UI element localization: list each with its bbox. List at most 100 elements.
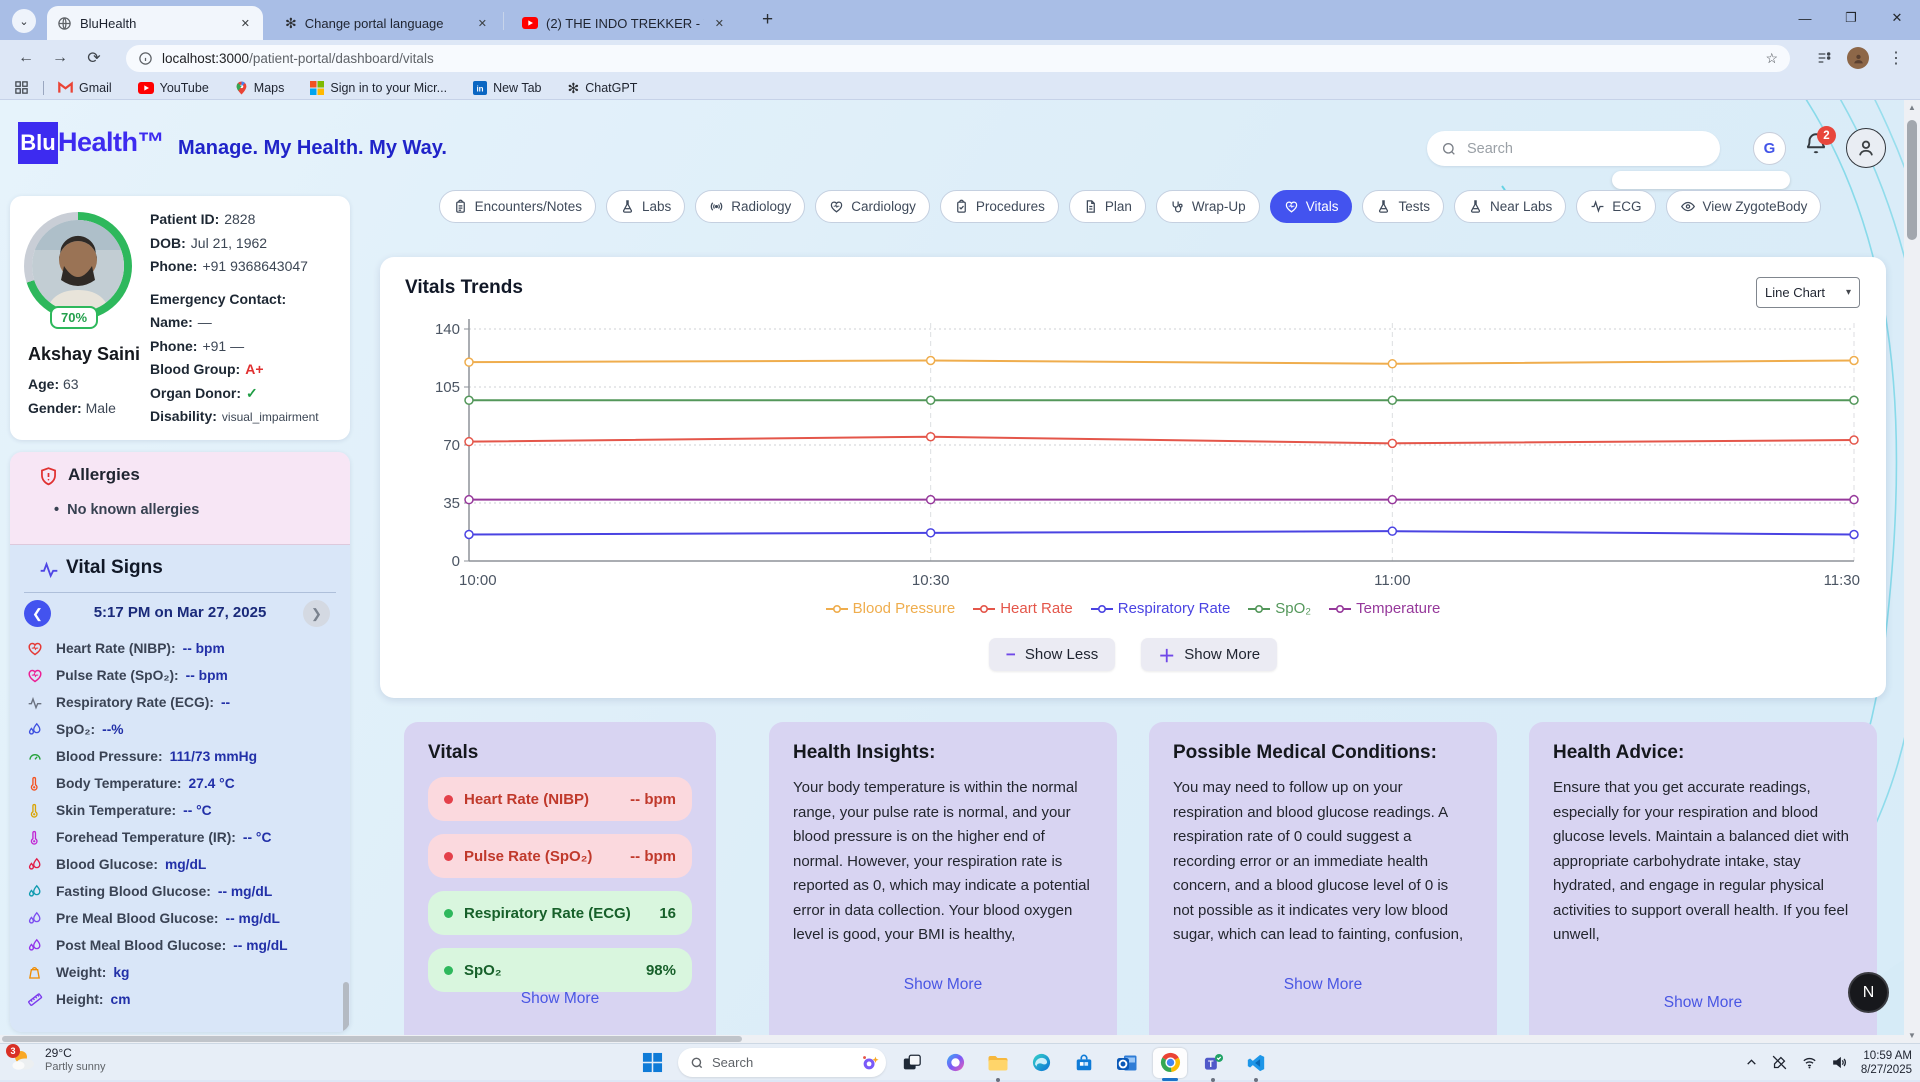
search-input[interactable]: Search: [1427, 131, 1720, 166]
nav-tab-tests[interactable]: Tests: [1362, 190, 1444, 223]
forward-icon[interactable]: →: [52, 49, 68, 66]
vital-sign-row: Post Meal Blood Glucose: -- mg/dL: [26, 932, 326, 959]
vital-label: Post Meal Blood Glucose:: [56, 938, 227, 953]
google-account-badge[interactable]: G: [1753, 132, 1786, 165]
explorer-taskbar-button[interactable]: [981, 1048, 1015, 1082]
legend-item[interactable]: Heart Rate: [973, 600, 1073, 617]
notifications-button[interactable]: 2: [1803, 126, 1836, 164]
drops-icon: [26, 883, 46, 901]
system-clock[interactable]: 10:59 AM 8/27/2025: [1861, 1049, 1912, 1077]
legend-item[interactable]: SpO₂: [1248, 600, 1311, 617]
nav-tab-wrap-up[interactable]: Wrap-Up: [1155, 190, 1260, 223]
nav-tab-procedures[interactable]: Procedures: [939, 190, 1059, 223]
nav-tab-encounters-notes[interactable]: Encounters/Notes: [438, 190, 596, 223]
extensions-icon[interactable]: [1812, 46, 1836, 70]
window-minimize-icon[interactable]: —: [1798, 10, 1812, 26]
nav-tab-view-zygotebody[interactable]: View ZygoteBody: [1665, 190, 1822, 223]
reload-icon[interactable]: ⟳: [87, 50, 101, 67]
ink-disabled-icon[interactable]: [1771, 1054, 1788, 1071]
section-nav: Encounters/Notes Labs Radiology Cardiology P…: [438, 190, 1822, 223]
next-reading-button[interactable]: ❯: [303, 600, 330, 627]
gmail-icon: [58, 81, 73, 94]
tab-title: Change portal language: [304, 15, 444, 31]
show-more-button[interactable]: ＋ Show More: [1141, 638, 1278, 671]
bookmark-star-icon[interactable]: ☆: [1765, 50, 1778, 66]
legend-item[interactable]: Respiratory Rate: [1090, 600, 1230, 617]
page-scrollbar[interactable]: ▲ ▼: [1904, 100, 1920, 1043]
taskbar-search[interactable]: Search: [678, 1048, 886, 1077]
close-tab-icon[interactable]: ✕: [477, 17, 487, 30]
nav-tab-ecg[interactable]: ECG: [1576, 190, 1656, 223]
store-taskbar-button[interactable]: [1067, 1048, 1101, 1078]
user-profile-button[interactable]: [1846, 128, 1886, 168]
bookmark-item[interactable]: YouTube: [137, 81, 209, 95]
patient-detail-row: Organ Donor: ✓: [150, 384, 258, 401]
browser-tab[interactable]: BluHealth ✕: [47, 6, 263, 40]
tab-search-icon[interactable]: ⌄: [12, 9, 36, 33]
window-restore-icon[interactable]: ❐: [1845, 10, 1857, 25]
teams-taskbar-button[interactable]: T: [1196, 1048, 1230, 1082]
bookmarks-divider: [43, 80, 44, 95]
radio-icon: [709, 199, 724, 214]
copilot-taskbar-button[interactable]: [938, 1048, 972, 1078]
scroll-up-icon[interactable]: ▲: [1908, 103, 1916, 112]
browser-tab[interactable]: (2) THE INDO TREKKER - YouTu ✕: [512, 6, 737, 40]
browser-menu-icon[interactable]: ⋮: [1888, 50, 1904, 67]
back-icon[interactable]: ←: [18, 49, 34, 66]
vital-label: Body Temperature:: [56, 776, 182, 791]
legend-item[interactable]: Blood Pressure: [825, 600, 955, 617]
youtube-icon: [522, 17, 538, 29]
nav-tab-near-labs[interactable]: Near Labs: [1453, 190, 1567, 223]
wifi-icon[interactable]: [1801, 1054, 1818, 1071]
bookmark-item[interactable]: in New Tab: [473, 80, 542, 95]
chrome-taskbar-button[interactable]: [1153, 1047, 1187, 1081]
edge-taskbar-button[interactable]: [1024, 1048, 1058, 1078]
close-tab-icon[interactable]: ✕: [714, 17, 724, 30]
new-tab-button[interactable]: +: [762, 9, 774, 30]
scroll-down-icon[interactable]: ▼: [1908, 1031, 1916, 1040]
bookmark-item[interactable]: Gmail: [58, 81, 112, 95]
site-info-icon[interactable]: [138, 51, 153, 66]
health-insights-card: Health Insights: Your body temperature i…: [769, 722, 1117, 1043]
sidebar-scrollbar[interactable]: [343, 982, 349, 1032]
close-tab-icon[interactable]: ✕: [240, 17, 250, 30]
bookmark-item[interactable]: Sign in to your Micr...: [310, 80, 447, 95]
store-icon: [1074, 1053, 1094, 1073]
show-more-link[interactable]: Show More: [520, 990, 600, 1007]
legend-item[interactable]: Temperature: [1329, 600, 1440, 617]
chart-type-select[interactable]: Line Chart ▾: [1756, 277, 1860, 308]
vitals-line-chart[interactable]: 0 35 70 105 140 10:00 10:30 11:00 11:30: [415, 315, 1875, 591]
nav-tab-cardiology[interactable]: Cardiology: [815, 190, 930, 223]
tray-chevron-up-icon[interactable]: [1745, 1056, 1758, 1069]
bookmark-item[interactable]: Maps: [235, 80, 284, 96]
address-bar[interactable]: localhost:3000/patient-portal/dashboard/…: [126, 45, 1790, 72]
vscode-taskbar-button[interactable]: [1239, 1048, 1273, 1082]
volume-icon[interactable]: [1831, 1054, 1848, 1071]
show-less-button[interactable]: − Show Less: [988, 638, 1116, 671]
nav-tab-label: Near Labs: [1489, 199, 1553, 214]
floating-notes-button[interactable]: N: [1848, 972, 1889, 1013]
date: 8/27/2025: [1860, 1063, 1912, 1076]
task-view-taskbar-button[interactable]: [895, 1048, 929, 1078]
window-close-icon[interactable]: ✕: [1891, 10, 1903, 25]
pulse-icon: [26, 694, 46, 712]
horizontal-scrollbar[interactable]: [0, 1035, 1904, 1043]
card-body: Your body temperature is within the norm…: [793, 779, 1090, 943]
nav-tab-labs[interactable]: Labs: [605, 190, 686, 223]
show-more-link[interactable]: Show More: [903, 976, 983, 993]
weather-widget[interactable]: 3 29°C Partly sunny: [6, 1044, 106, 1074]
show-more-link[interactable]: Show More: [1283, 976, 1363, 993]
maps-icon: [235, 80, 248, 96]
nav-tab-vitals[interactable]: Vitals: [1269, 190, 1353, 223]
show-more-link[interactable]: Show More: [1663, 994, 1743, 1011]
explorer-icon: [987, 1053, 1009, 1073]
browser-profile-avatar[interactable]: [1846, 46, 1870, 70]
previous-reading-button[interactable]: ❮: [24, 600, 51, 627]
outlook-taskbar-button[interactable]: [1110, 1048, 1144, 1078]
apps-grid-icon[interactable]: [14, 80, 29, 95]
nav-tab-radiology[interactable]: Radiology: [695, 190, 806, 223]
start-button[interactable]: [635, 1048, 669, 1078]
nav-tab-plan[interactable]: Plan: [1068, 190, 1146, 223]
bookmark-item[interactable]: ✻ ChatGPT: [568, 81, 638, 95]
browser-tab[interactable]: ✻ Change portal language ✕: [275, 6, 500, 40]
